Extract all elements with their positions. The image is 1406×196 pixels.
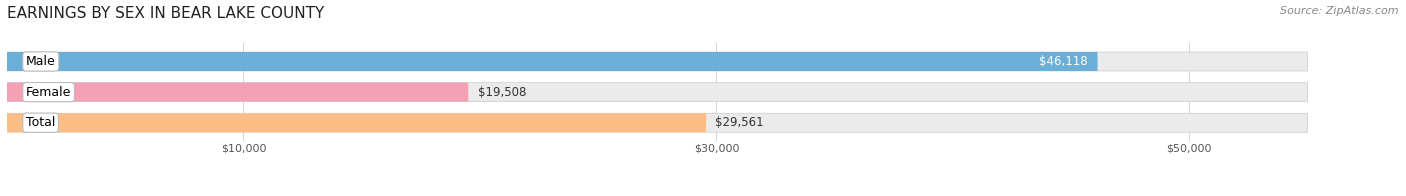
Text: EARNINGS BY SEX IN BEAR LAKE COUNTY: EARNINGS BY SEX IN BEAR LAKE COUNTY	[7, 6, 325, 21]
Text: Male: Male	[25, 55, 56, 68]
Text: Source: ZipAtlas.com: Source: ZipAtlas.com	[1281, 6, 1399, 16]
FancyBboxPatch shape	[7, 52, 1308, 71]
Text: $46,118: $46,118	[1039, 55, 1088, 68]
Text: Female: Female	[25, 86, 72, 99]
FancyBboxPatch shape	[7, 113, 706, 132]
Text: Total: Total	[25, 116, 55, 129]
FancyBboxPatch shape	[7, 113, 1308, 132]
Text: $19,508: $19,508	[478, 86, 526, 99]
FancyBboxPatch shape	[7, 83, 1308, 102]
Text: $29,561: $29,561	[716, 116, 763, 129]
FancyBboxPatch shape	[7, 52, 1098, 71]
FancyBboxPatch shape	[7, 83, 468, 102]
